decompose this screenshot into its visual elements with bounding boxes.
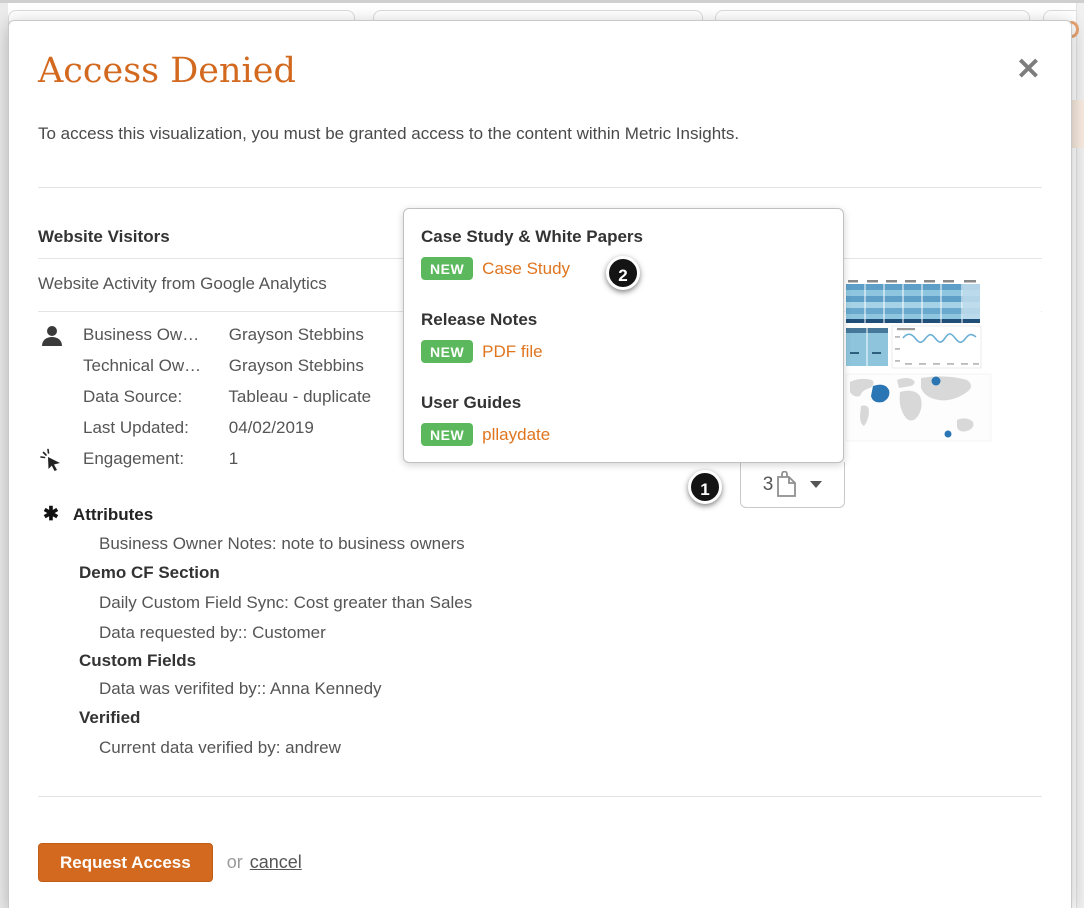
popup-section-heading: Release Notes	[421, 310, 538, 329]
attachment-link[interactable]: pllaydate	[482, 424, 551, 444]
annotation-step-1: 1	[688, 470, 722, 504]
attribute-value: Current data verified by: andrew	[99, 738, 341, 757]
element-name-heading: Website Visitors	[38, 227, 170, 246]
attachments-popup: Case Study & White Papers NEW Case Study…	[403, 208, 844, 463]
attachment-document-clip-icon	[777, 471, 797, 497]
info-value: Tableau - duplicate	[228, 387, 372, 406]
attribute-value: Daily Custom Field Sync: Cost greater th…	[99, 593, 473, 612]
background-top-line	[0, 0, 1084, 3]
attachment-link[interactable]: PDF file	[482, 341, 543, 361]
attachments-toggle-button[interactable]: 3	[740, 462, 845, 508]
new-badge: NEW	[421, 257, 474, 280]
chevron-down-icon	[810, 481, 823, 488]
info-value: 04/02/2019	[228, 418, 314, 437]
info-label: Business Ow…	[83, 325, 200, 344]
engagement-click-icon	[40, 448, 60, 471]
attributes-heading-label: Attributes	[72, 505, 154, 524]
preview-dashboard-graphic	[845, 280, 992, 442]
access-denied-modal: ✕ Access Denied To access this visualiza…	[8, 20, 1072, 908]
element-subtitle: Website Activity from Google Analytics	[38, 274, 327, 293]
attachment-link[interactable]: Case Study	[482, 258, 571, 278]
info-label: Engagement:	[83, 449, 185, 468]
modal-title: Access Denied	[38, 51, 296, 91]
attachment-count: 3	[762, 473, 774, 495]
info-label: Data Source:	[83, 387, 183, 406]
attribute-value: Business Owner Notes: note to business o…	[99, 534, 465, 553]
divider	[38, 187, 1042, 188]
or-text: or	[226, 852, 243, 872]
element-preview-thumbnail[interactable]	[845, 276, 1041, 458]
attribute-section: Demo CF Section	[79, 563, 220, 582]
request-access-button[interactable]: Request Access	[38, 843, 213, 882]
info-row: Business Ow… Grayson Stebbins	[83, 325, 364, 347]
popup-section-heading: User Guides	[421, 393, 522, 412]
modal-description: To access this visualization, you must b…	[38, 124, 740, 143]
person-icon	[42, 326, 62, 346]
new-badge: NEW	[421, 340, 474, 363]
cancel-link[interactable]: cancel	[249, 852, 302, 872]
scrollbar-track[interactable]	[1076, 3, 1084, 908]
info-value: 1	[228, 449, 239, 468]
divider	[38, 796, 1042, 797]
info-row: Last Updated: 04/02/2019	[83, 418, 314, 440]
info-label: Technical Ow…	[83, 356, 202, 375]
attribute-section: Verified	[79, 708, 141, 727]
annotation-step-2: 2	[606, 256, 640, 290]
info-value: Grayson Stebbins	[228, 356, 364, 375]
attributes-heading: ✱ Attributes	[43, 503, 153, 526]
popup-attachment-row: NEW pllaydate	[421, 423, 550, 446]
background-panel-fragment	[1070, 100, 1084, 148]
attribute-value: Data was verifited by:: Anna Kennedy	[99, 679, 382, 698]
new-badge: NEW	[421, 423, 474, 446]
close-icon[interactable]: ✕	[1015, 53, 1041, 86]
info-row: Data Source: Tableau - duplicate	[83, 387, 371, 409]
popup-section-heading: Case Study & White Papers	[421, 227, 644, 246]
info-label: Last Updated:	[83, 418, 189, 437]
popup-attachment-row: NEW Case Study	[421, 257, 570, 280]
popup-attachment-row: NEW PDF file	[421, 340, 543, 363]
attribute-section: Custom Fields	[79, 651, 197, 670]
attribute-value: Data requested by:: Customer	[99, 623, 326, 642]
modal-footer: Request Access or cancel	[38, 843, 302, 882]
info-value: Grayson Stebbins	[228, 325, 364, 344]
info-row: Engagement: 1	[83, 449, 238, 471]
asterisk-icon: ✱	[43, 504, 59, 525]
info-row: Technical Ow… Grayson Stebbins	[83, 356, 364, 378]
background-left-strip	[0, 3, 8, 908]
